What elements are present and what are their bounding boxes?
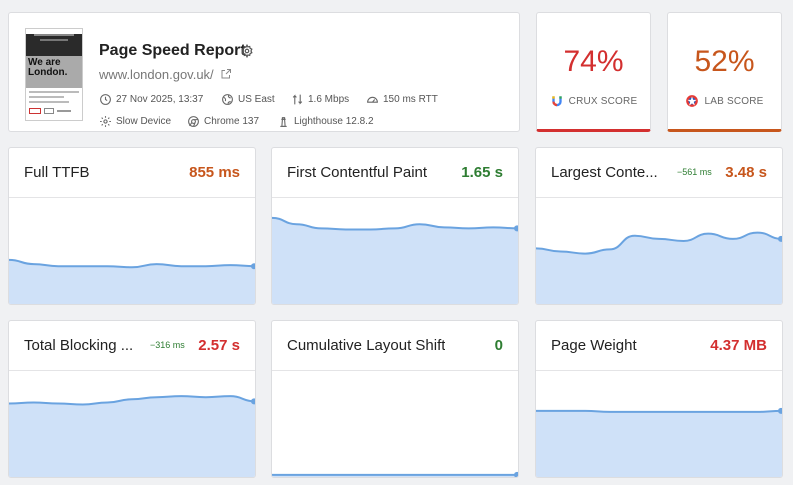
meta-rtt: 150 ms RTT [366, 93, 438, 106]
crux-score-value: 74% [563, 45, 624, 78]
trend-last-point [778, 235, 782, 242]
lab-score-label: LAB SCORE [668, 94, 781, 108]
metric-value: 0 [494, 337, 503, 354]
trend-area [9, 396, 255, 477]
bandwidth-arrows-icon [292, 94, 303, 105]
speedometer-icon [367, 96, 378, 103]
trend-area [536, 232, 782, 304]
lab-logo-icon [686, 95, 699, 107]
meta-browser: Chrome 137 [187, 115, 259, 128]
page-url-link[interactable]: www.london.gov.uk/ [99, 67, 214, 82]
trend-line [9, 395, 255, 406]
metric-card-first-contentful-paint[interactable]: First Contentful Paint 1.65 s [271, 147, 519, 305]
crux-logo-icon [551, 96, 562, 107]
metric-value: 3.48 s [725, 164, 767, 181]
settings-gear-icon[interactable] [240, 44, 254, 58]
meta-location: US East [221, 93, 275, 106]
metric-value: 1.65 s [461, 164, 503, 181]
meta-device: Slow Device [99, 115, 171, 128]
metric-card-total-blocking-time[interactable]: Total Blocking ... −316 ms 2.57 s [8, 320, 256, 478]
metric-trend-chart [272, 471, 518, 477]
chrome-icon [188, 116, 199, 127]
page-thumbnail[interactable]: We are London. [25, 28, 83, 121]
thumbnail-hero-text: We are London. [26, 56, 82, 88]
metric-delta: −316 ms [150, 340, 185, 350]
metric-trend-chart [9, 258, 255, 304]
metric-card-page-weight[interactable]: Page Weight 4.37 MB [535, 320, 783, 478]
trend-line [536, 409, 782, 413]
trend-last-point [514, 471, 518, 477]
metric-card-cumulative-layout-shift[interactable]: Cumulative Layout Shift 0 [271, 320, 519, 478]
report-header-card: We are London. Page Speed Report www.lon… [8, 12, 520, 132]
clock-icon [100, 94, 111, 105]
metric-value: 2.57 s [198, 337, 240, 354]
trend-line [9, 258, 255, 269]
metric-value: 4.37 MB [710, 337, 767, 354]
external-link-icon[interactable] [220, 68, 232, 80]
crux-score-label: CRUX SCORE [537, 94, 650, 108]
metric-delta: −561 ms [677, 167, 712, 177]
metric-name: Page Weight [551, 337, 637, 354]
metric-trend-chart [536, 407, 782, 477]
metric-card-full-ttfb[interactable]: Full TTFB 855 ms [8, 147, 256, 305]
trend-last-point [251, 263, 255, 270]
metric-card-largest-contentful-paint[interactable]: Largest Conte... −561 ms 3.48 s [535, 147, 783, 305]
metric-name: Cumulative Layout Shift [287, 337, 446, 354]
device-gear-icon [100, 116, 111, 127]
trend-last-point [514, 225, 518, 232]
meta-date: 27 Nov 2025, 13:37 [99, 93, 203, 106]
metric-trend-chart [272, 216, 518, 304]
meta-lighthouse: Lighthouse 12.8.2 [277, 115, 374, 128]
crux-score-card[interactable]: 74% CRUX SCORE [536, 12, 651, 132]
metric-value: 855 ms [189, 164, 240, 181]
meta-bandwidth: 1.6 Mbps [291, 93, 349, 106]
lab-score-value: 52% [694, 45, 755, 78]
metric-name: Largest Conte... [551, 164, 658, 181]
metric-trend-chart [9, 395, 255, 477]
lab-score-card[interactable]: 52% LAB SCORE [667, 12, 782, 132]
lighthouse-icon [280, 117, 287, 127]
trend-line [272, 216, 518, 231]
trend-last-point [778, 407, 782, 414]
metric-name: Full TTFB [24, 164, 90, 181]
globe-icon [222, 94, 233, 105]
metric-name: Total Blocking ... [24, 337, 134, 354]
metric-name: First Contentful Paint [287, 164, 428, 181]
trend-last-point [251, 398, 255, 405]
trend-area [272, 217, 518, 304]
page-title: Page Speed Report [99, 42, 246, 59]
trend-area [9, 259, 255, 304]
trend-area [536, 410, 782, 477]
metric-trend-chart [536, 231, 782, 304]
trend-line [536, 231, 782, 255]
